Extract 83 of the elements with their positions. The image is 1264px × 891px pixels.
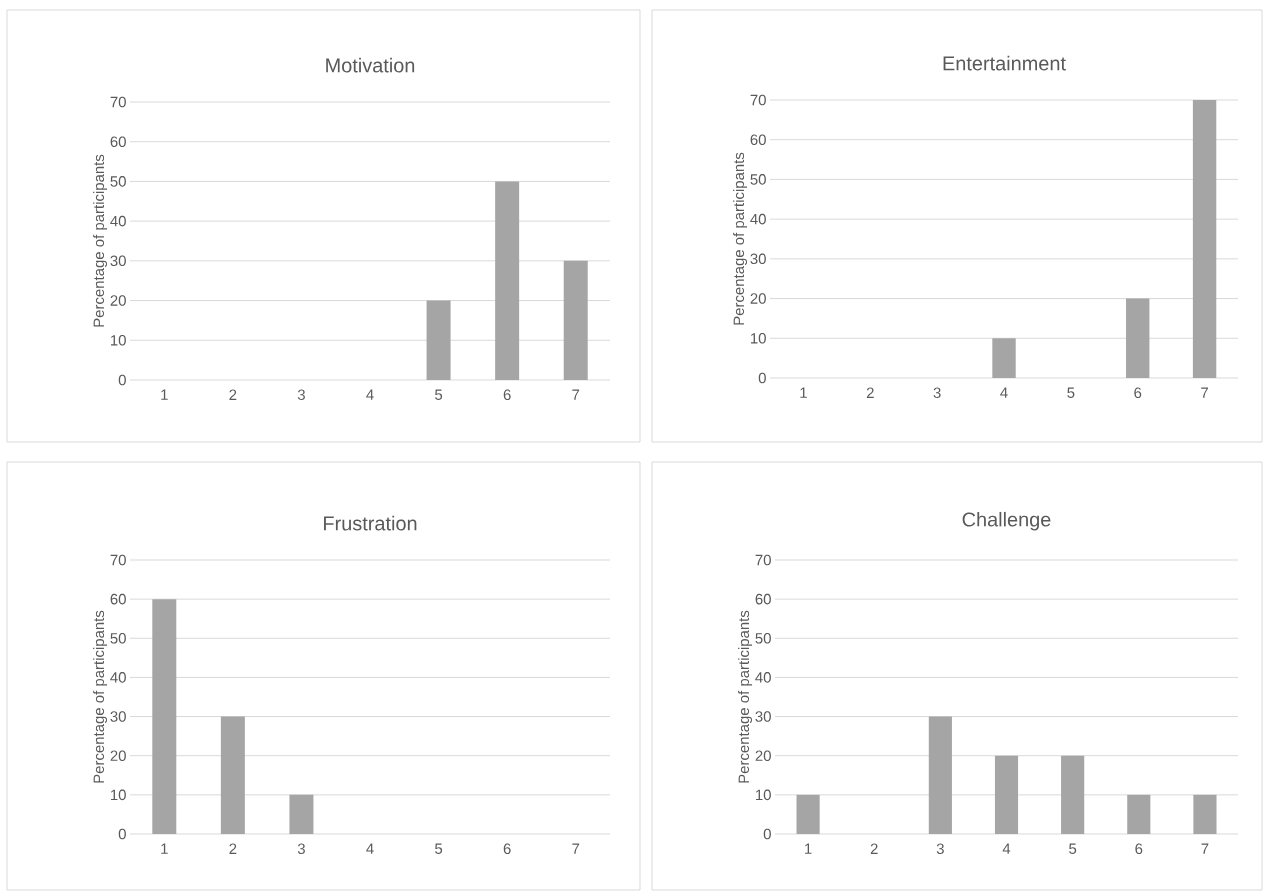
bar bbox=[563, 260, 588, 380]
y-tick-label: 30 bbox=[750, 253, 766, 265]
x-tick-label: 5 bbox=[435, 843, 443, 854]
x-tick-label: 2 bbox=[229, 843, 237, 854]
x-tick-label: 4 bbox=[366, 389, 374, 400]
chart-title: Challenge bbox=[962, 511, 1051, 531]
chart-title: Motivation bbox=[326, 57, 415, 73]
x-tick-label: 3 bbox=[936, 843, 944, 855]
x-tick-label: 2 bbox=[229, 389, 237, 400]
bar bbox=[289, 794, 314, 834]
y-tick-label: 0 bbox=[118, 828, 126, 840]
x-tick-label: 7 bbox=[572, 843, 580, 854]
bar bbox=[1126, 298, 1150, 378]
x-tick-label: 3 bbox=[297, 843, 305, 855]
y-axis-title: Percentage of participants bbox=[93, 154, 108, 327]
x-tick-label: 7 bbox=[572, 389, 580, 400]
x-tick-label: 1 bbox=[161, 843, 168, 854]
x-tick-label: 4 bbox=[1002, 843, 1011, 854]
x-tick-label: 6 bbox=[1135, 843, 1143, 855]
y-tick-label: 10 bbox=[756, 789, 771, 801]
bar bbox=[1127, 794, 1151, 834]
y-tick-label: 40 bbox=[110, 672, 126, 683]
chart-title: Entertainment bbox=[943, 55, 1066, 71]
y-tick-label: 10 bbox=[111, 789, 126, 801]
bar bbox=[495, 181, 520, 380]
y-tick-label: 30 bbox=[110, 255, 126, 267]
y-axis-title: Percentage of participants bbox=[93, 610, 108, 783]
x-tick-label: 5 bbox=[435, 389, 443, 400]
x-tick-label: 5 bbox=[1069, 843, 1077, 854]
bar bbox=[928, 716, 952, 834]
y-tick-label: 70 bbox=[755, 554, 771, 566]
bar bbox=[220, 716, 245, 834]
y-tick-label: 10 bbox=[751, 332, 766, 344]
y-tick-label: 0 bbox=[763, 828, 771, 840]
x-tick-label: 2 bbox=[870, 843, 878, 854]
y-tick-label: 50 bbox=[110, 176, 126, 187]
x-tick-label: 2 bbox=[866, 387, 874, 398]
x-tick-label: 3 bbox=[297, 389, 305, 401]
x-tick-label: 5 bbox=[1067, 387, 1075, 398]
x-tick-label: 1 bbox=[161, 389, 168, 400]
y-tick-label: 70 bbox=[750, 94, 766, 106]
x-tick-label: 1 bbox=[800, 387, 807, 398]
y-tick-label: 0 bbox=[758, 372, 766, 384]
y-axis-title: Percentage of participants bbox=[733, 152, 748, 325]
y-tick-label: 60 bbox=[750, 134, 766, 145]
x-tick-label: 6 bbox=[503, 389, 511, 401]
bar bbox=[796, 794, 820, 834]
y-tick-label: 50 bbox=[110, 632, 126, 644]
y-tick-label: 20 bbox=[110, 750, 126, 761]
y-tick-label: 70 bbox=[110, 554, 126, 566]
y-tick-label: 40 bbox=[750, 213, 766, 225]
x-tick-label: 1 bbox=[805, 843, 812, 854]
y-tick-label: 30 bbox=[755, 711, 771, 722]
y-tick-label: 50 bbox=[755, 632, 771, 644]
y-tick-label: 20 bbox=[755, 750, 771, 761]
bar bbox=[1193, 794, 1217, 834]
bar bbox=[152, 599, 177, 834]
y-tick-label: 60 bbox=[110, 593, 126, 605]
chart-title: Frustration bbox=[324, 515, 417, 531]
bar bbox=[1192, 99, 1217, 378]
x-tick-label: 6 bbox=[1134, 387, 1142, 399]
y-tick-label: 60 bbox=[110, 136, 126, 147]
y-tick-label: 40 bbox=[755, 672, 771, 683]
x-tick-label: 4 bbox=[1000, 387, 1008, 398]
y-tick-label: 60 bbox=[755, 593, 771, 605]
bar bbox=[426, 300, 451, 380]
x-tick-label: 7 bbox=[1201, 387, 1208, 398]
y-tick-label: 50 bbox=[750, 174, 766, 185]
x-tick-label: 6 bbox=[503, 843, 511, 855]
bar bbox=[992, 338, 1016, 378]
x-tick-label: 4 bbox=[366, 843, 374, 854]
y-tick-label: 20 bbox=[110, 295, 126, 306]
y-tick-label: 70 bbox=[110, 96, 126, 108]
y-tick-label: 10 bbox=[111, 334, 126, 346]
y-tick-label: 20 bbox=[750, 293, 766, 304]
x-tick-label: 3 bbox=[933, 387, 941, 399]
y-tick-label: 0 bbox=[118, 374, 126, 386]
bar bbox=[1061, 755, 1085, 834]
y-axis-title: Percentage of participants bbox=[738, 610, 753, 783]
y-tick-label: 30 bbox=[110, 711, 126, 722]
y-tick-label: 40 bbox=[110, 215, 126, 227]
x-tick-label: 7 bbox=[1201, 843, 1209, 854]
bar bbox=[994, 755, 1019, 834]
